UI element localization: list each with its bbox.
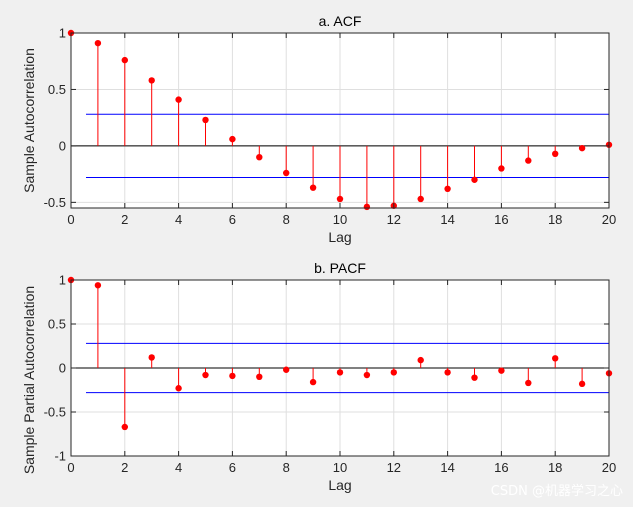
acf-xtick-label: 20 [602, 212, 616, 227]
acf-point [471, 176, 478, 183]
watermark: CSDN @机器学习之心 [490, 484, 623, 499]
pacf-xtick-label: 14 [440, 460, 454, 475]
acf-xlabel: Lag [328, 229, 351, 245]
pacf-point [525, 379, 532, 387]
pacf-point [283, 366, 290, 373]
pacf-xtick-label: 8 [283, 460, 290, 475]
pacf-ytick-label: -1 [54, 449, 66, 464]
acf-xtick-label: 0 [67, 212, 74, 227]
pacf-point [417, 356, 424, 364]
acf-point [336, 195, 344, 203]
acf-xtick-label: 8 [283, 212, 290, 227]
acf-xtick-label: 14 [440, 212, 454, 227]
pacf-xtick-label: 20 [602, 460, 616, 475]
pacf-ytick-label: 0 [59, 361, 66, 376]
pacf-point [498, 367, 505, 374]
pacf-point [309, 378, 317, 386]
acf-point [94, 39, 102, 47]
acf-ylabel: Sample Autocorrelation [21, 48, 37, 193]
pacf-ylabel: Sample Partial Autocorrelation [21, 286, 37, 474]
pacf-ytick-label: 1 [59, 273, 66, 288]
acf-point [498, 165, 505, 172]
pacf-xtick-label: 4 [175, 460, 182, 475]
acf-xtick-label: 16 [494, 212, 508, 227]
acf-xtick-label: 2 [121, 212, 128, 227]
acf-point [578, 144, 586, 152]
pacf-xtick-label: 12 [387, 460, 401, 475]
acf-point [363, 203, 371, 211]
acf-xtick-label: 6 [229, 212, 236, 227]
acf-ytick-label: 1 [59, 26, 66, 41]
pacf-point [471, 374, 478, 381]
acf-ytick-label: 0.5 [48, 82, 66, 97]
acf-point [444, 185, 451, 193]
pacf-point [175, 385, 182, 392]
pacf-xtick-label: 16 [494, 460, 508, 475]
acf-xtick-label: 18 [548, 212, 562, 227]
acf-ytick-label: 0 [59, 138, 66, 153]
acf-title: a. ACF [319, 13, 362, 29]
pacf-point [121, 423, 128, 431]
pacf-point [552, 355, 559, 362]
pacf-xtick-label: 6 [229, 460, 236, 475]
acf-point [121, 56, 128, 64]
pacf-xtick-label: 18 [548, 460, 562, 475]
pacf-point [229, 372, 236, 380]
acf-point [525, 157, 532, 164]
pacf-point [336, 369, 344, 376]
pacf-xtick-label: 2 [121, 460, 128, 475]
pacf-ytick-label: -0.5 [44, 405, 66, 420]
acf-point [256, 153, 263, 161]
pacf-point [148, 354, 155, 361]
acf-xtick-label: 12 [387, 212, 401, 227]
pacf-point [390, 369, 397, 376]
acf-point [283, 169, 290, 177]
acf-point [148, 77, 155, 84]
pacf-xtick-label: 10 [333, 460, 347, 475]
acf-point [202, 116, 209, 124]
pacf-xtick-label: 0 [67, 460, 74, 475]
acf-point [309, 184, 317, 191]
pacf-ytick-label: 0.5 [48, 317, 66, 332]
pacf-title: b. PACF [314, 260, 366, 276]
pacf-point [202, 371, 209, 379]
pacf-point [444, 369, 451, 376]
acf-xtick-label: 4 [175, 212, 182, 227]
acf-point [229, 135, 236, 143]
acf-xtick-label: 10 [333, 212, 347, 227]
pacf-point [94, 282, 102, 289]
pacf-point [256, 373, 263, 380]
pacf-xlabel: Lag [328, 477, 351, 493]
pacf-point [578, 380, 586, 388]
acf-point [552, 150, 559, 158]
acf-point [417, 195, 424, 203]
acf-ytick-label: -0.5 [44, 195, 66, 210]
pacf-point [363, 371, 371, 379]
acf-point [175, 96, 182, 103]
